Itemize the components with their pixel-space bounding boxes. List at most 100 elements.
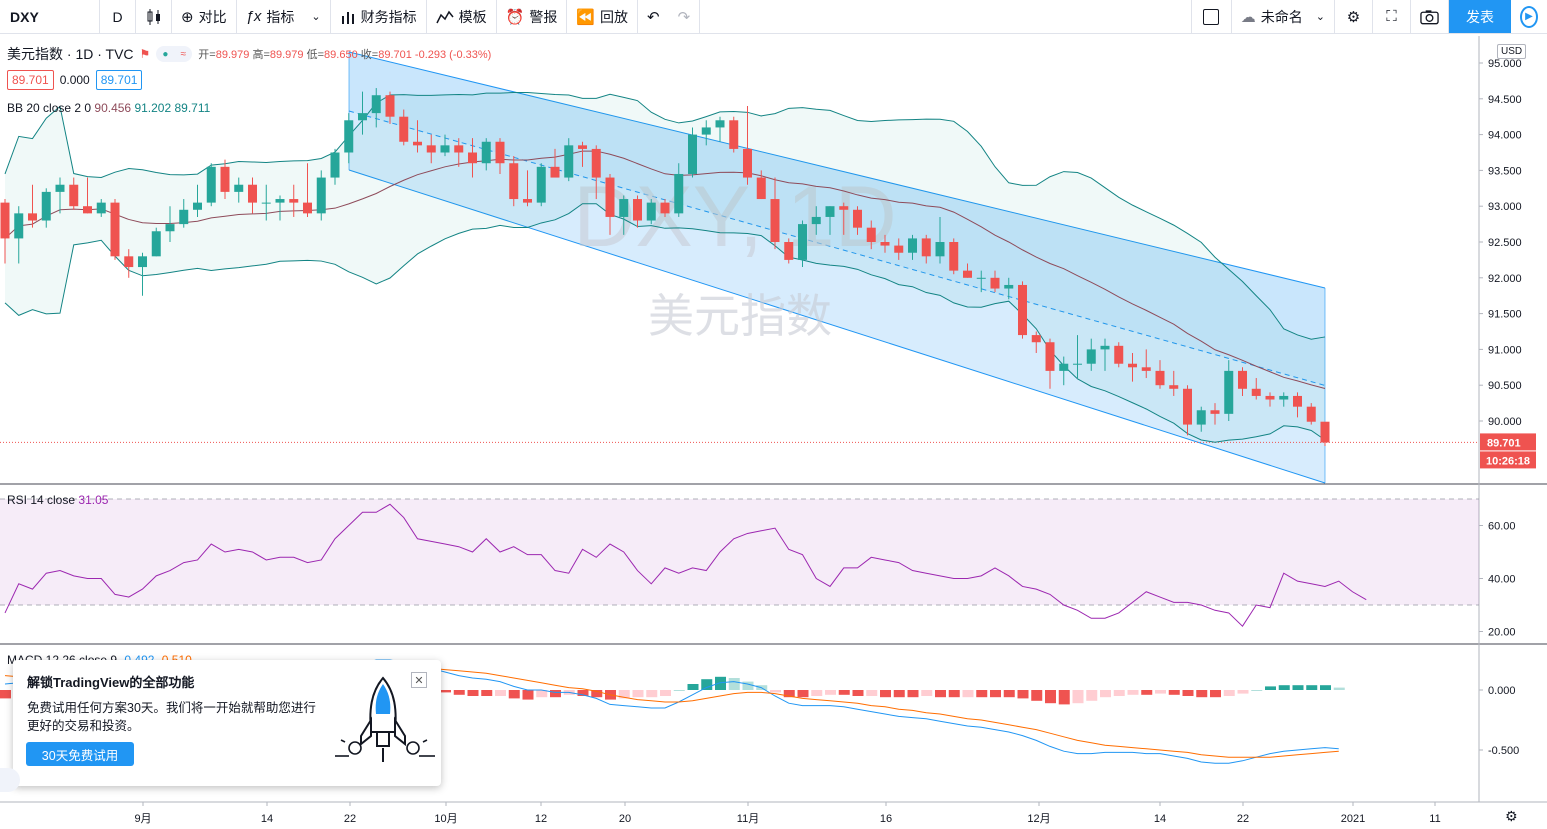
candle-body [839, 206, 849, 210]
compare-button[interactable]: ⊕ 对比 [172, 0, 237, 33]
candle-body [1251, 388, 1261, 396]
macd-histogram-bar [797, 690, 809, 698]
candle [1018, 281, 1027, 339]
candle [481, 138, 491, 171]
snapshot-button[interactable] [1411, 0, 1449, 33]
macd-histogram-bar [577, 690, 589, 696]
candle [1141, 349, 1151, 379]
candle [179, 199, 189, 228]
play-button[interactable]: ▶ [1511, 0, 1547, 33]
scroll-left-button[interactable] [0, 768, 20, 792]
gear-icon[interactable]: ⚙ [1505, 808, 1518, 824]
time-axis[interactable]: 9月 14 22 10月 12 20 11月 16 12月 14 22 2021 11 [134, 802, 1441, 825]
time-tick-label: 14 [1154, 813, 1166, 825]
candle-body [124, 256, 134, 268]
financials-button[interactable]: 财务指标 [331, 0, 427, 33]
time-tick-label: 12 [535, 813, 547, 825]
replay-button[interactable]: ⏪ 回放 [567, 0, 639, 33]
candle [495, 138, 505, 174]
macd-histogram-bar [1292, 685, 1304, 690]
candle [385, 91, 395, 124]
flag-icon[interactable]: ⚑ [139, 47, 151, 61]
macd-tick-label: 0.000 [1488, 685, 1516, 697]
macd-histogram-bar [673, 690, 685, 691]
macd-histogram-bar [591, 690, 603, 698]
fullscreen-button[interactable]: ⛶ [1373, 0, 1411, 33]
candle-body [440, 145, 450, 153]
dot-icon: ● [162, 48, 169, 60]
candle-body [481, 141, 491, 164]
templates-button[interactable]: 模板 [427, 0, 497, 33]
macd-histogram-bar [990, 690, 1001, 698]
macd-histogram-bar [783, 690, 795, 698]
candle-body [688, 134, 697, 174]
candle-body [344, 120, 354, 153]
legend-title[interactable]: 美元指数 · 1D · TVC [7, 46, 134, 62]
layout-select-button[interactable] [1192, 0, 1232, 33]
candle-body [41, 191, 51, 221]
candle [976, 270, 986, 293]
financials-label: 财务指标 [360, 8, 417, 25]
candle-body [701, 127, 711, 135]
bb-legend[interactable]: BB 20 close 2 0 90.456 91.202 89.711 [7, 101, 210, 115]
price-axis[interactable]: 95.000 94.500 94.000 93.500 93.000 92.500 92.0… [1479, 58, 1536, 469]
low-value: 89.650 [324, 49, 358, 61]
bid-ask-row: 89.701 0.000 89.701 [7, 70, 143, 90]
watermark-name: 美元指数 [648, 290, 832, 342]
bid-box[interactable]: 89.701 [7, 70, 54, 90]
candle-body [385, 95, 395, 117]
macd-histogram-bar [1017, 690, 1029, 699]
price-tick-label: 90.000 [1488, 416, 1522, 428]
settings-button[interactable]: ⚙ [1335, 0, 1373, 33]
main-legend: 美元指数 · 1D · TVC ⚑ ● ≈ 开=89.979 高=89.979 低… [7, 44, 491, 64]
alert-button[interactable]: ⏰ 警报 [497, 0, 568, 33]
legend-toggle[interactable]: ● ≈ [156, 46, 193, 62]
currency-badge[interactable]: USD [1497, 44, 1527, 59]
redo-button[interactable]: ↷ [669, 0, 701, 33]
candle [14, 206, 24, 264]
candle-body [784, 242, 794, 260]
candle-body [591, 148, 601, 178]
layout-name-label: 未命名 [1260, 8, 1303, 25]
spread-value: 0.000 [59, 73, 90, 87]
indicators-button[interactable]: ƒx 指标 ⌄ [237, 0, 331, 33]
time-tick-label: 16 [880, 813, 892, 825]
interval-button[interactable]: D [100, 0, 136, 33]
macd-histogram-bar [467, 690, 479, 696]
free-trial-button[interactable]: 30天免费试用 [26, 742, 134, 766]
change-value: -0.293 (-0.33%) [414, 49, 492, 61]
high-label: 高 [252, 49, 264, 61]
candle-body [1224, 370, 1234, 414]
candle-body [1100, 345, 1110, 350]
candle [1073, 335, 1082, 379]
chevron-down-icon[interactable]: ⌄ [311, 11, 321, 23]
candle [28, 184, 37, 228]
publish-button[interactable]: 发表 [1449, 0, 1511, 33]
macd-histogram-bar [1333, 687, 1345, 690]
candle-body [1141, 367, 1151, 371]
candle-body [220, 166, 230, 192]
candle [1086, 338, 1096, 371]
candle-body [165, 224, 175, 232]
ask-box[interactable]: 89.701 [95, 70, 143, 90]
layout-name-button[interactable]: ☁ 未命名 ⌄ [1232, 0, 1335, 33]
candle-body [825, 206, 835, 217]
symbol-search-button[interactable]: DXY [0, 0, 100, 33]
undo-button[interactable]: ↶ [638, 0, 669, 33]
indicators-label: 指标 [266, 8, 295, 25]
candle [1320, 421, 1330, 447]
close-icon[interactable]: ✕ [411, 672, 427, 688]
undo-icon: ↶ [647, 8, 660, 26]
chart-type-button[interactable] [136, 0, 172, 33]
candle [1059, 356, 1069, 386]
candle [1114, 342, 1124, 368]
candle-body [110, 202, 120, 257]
templates-icon [435, 10, 454, 23]
candle [963, 263, 972, 278]
rsi-legend[interactable]: RSI 14 close 31.05 [7, 493, 108, 507]
candle-body [358, 113, 367, 121]
candle [399, 109, 409, 146]
candle-body [509, 163, 519, 200]
macd-histogram-bar [962, 690, 974, 698]
rsi-band-fill [0, 499, 1479, 605]
